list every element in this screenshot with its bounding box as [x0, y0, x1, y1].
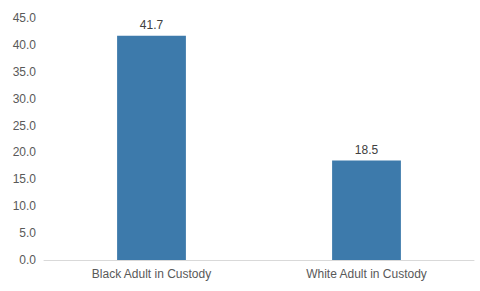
svg-text:5.0: 5.0 — [19, 226, 36, 240]
svg-text:0.0: 0.0 — [19, 253, 36, 267]
svg-text:18.5: 18.5 — [355, 143, 379, 157]
svg-text:White Adult in Custody: White Adult in Custody — [306, 267, 427, 281]
svg-text:30.0: 30.0 — [13, 92, 37, 106]
svg-text:20.0: 20.0 — [13, 145, 37, 159]
svg-text:Black Adult in Custody: Black Adult in Custody — [92, 267, 211, 281]
svg-text:25.0: 25.0 — [13, 119, 37, 133]
svg-text:15.0: 15.0 — [13, 172, 37, 186]
svg-text:45.0: 45.0 — [13, 11, 37, 25]
svg-text:35.0: 35.0 — [13, 65, 37, 79]
svg-text:40.0: 40.0 — [13, 38, 37, 52]
svg-text:10.0: 10.0 — [13, 199, 37, 213]
svg-text:41.7: 41.7 — [140, 18, 164, 32]
